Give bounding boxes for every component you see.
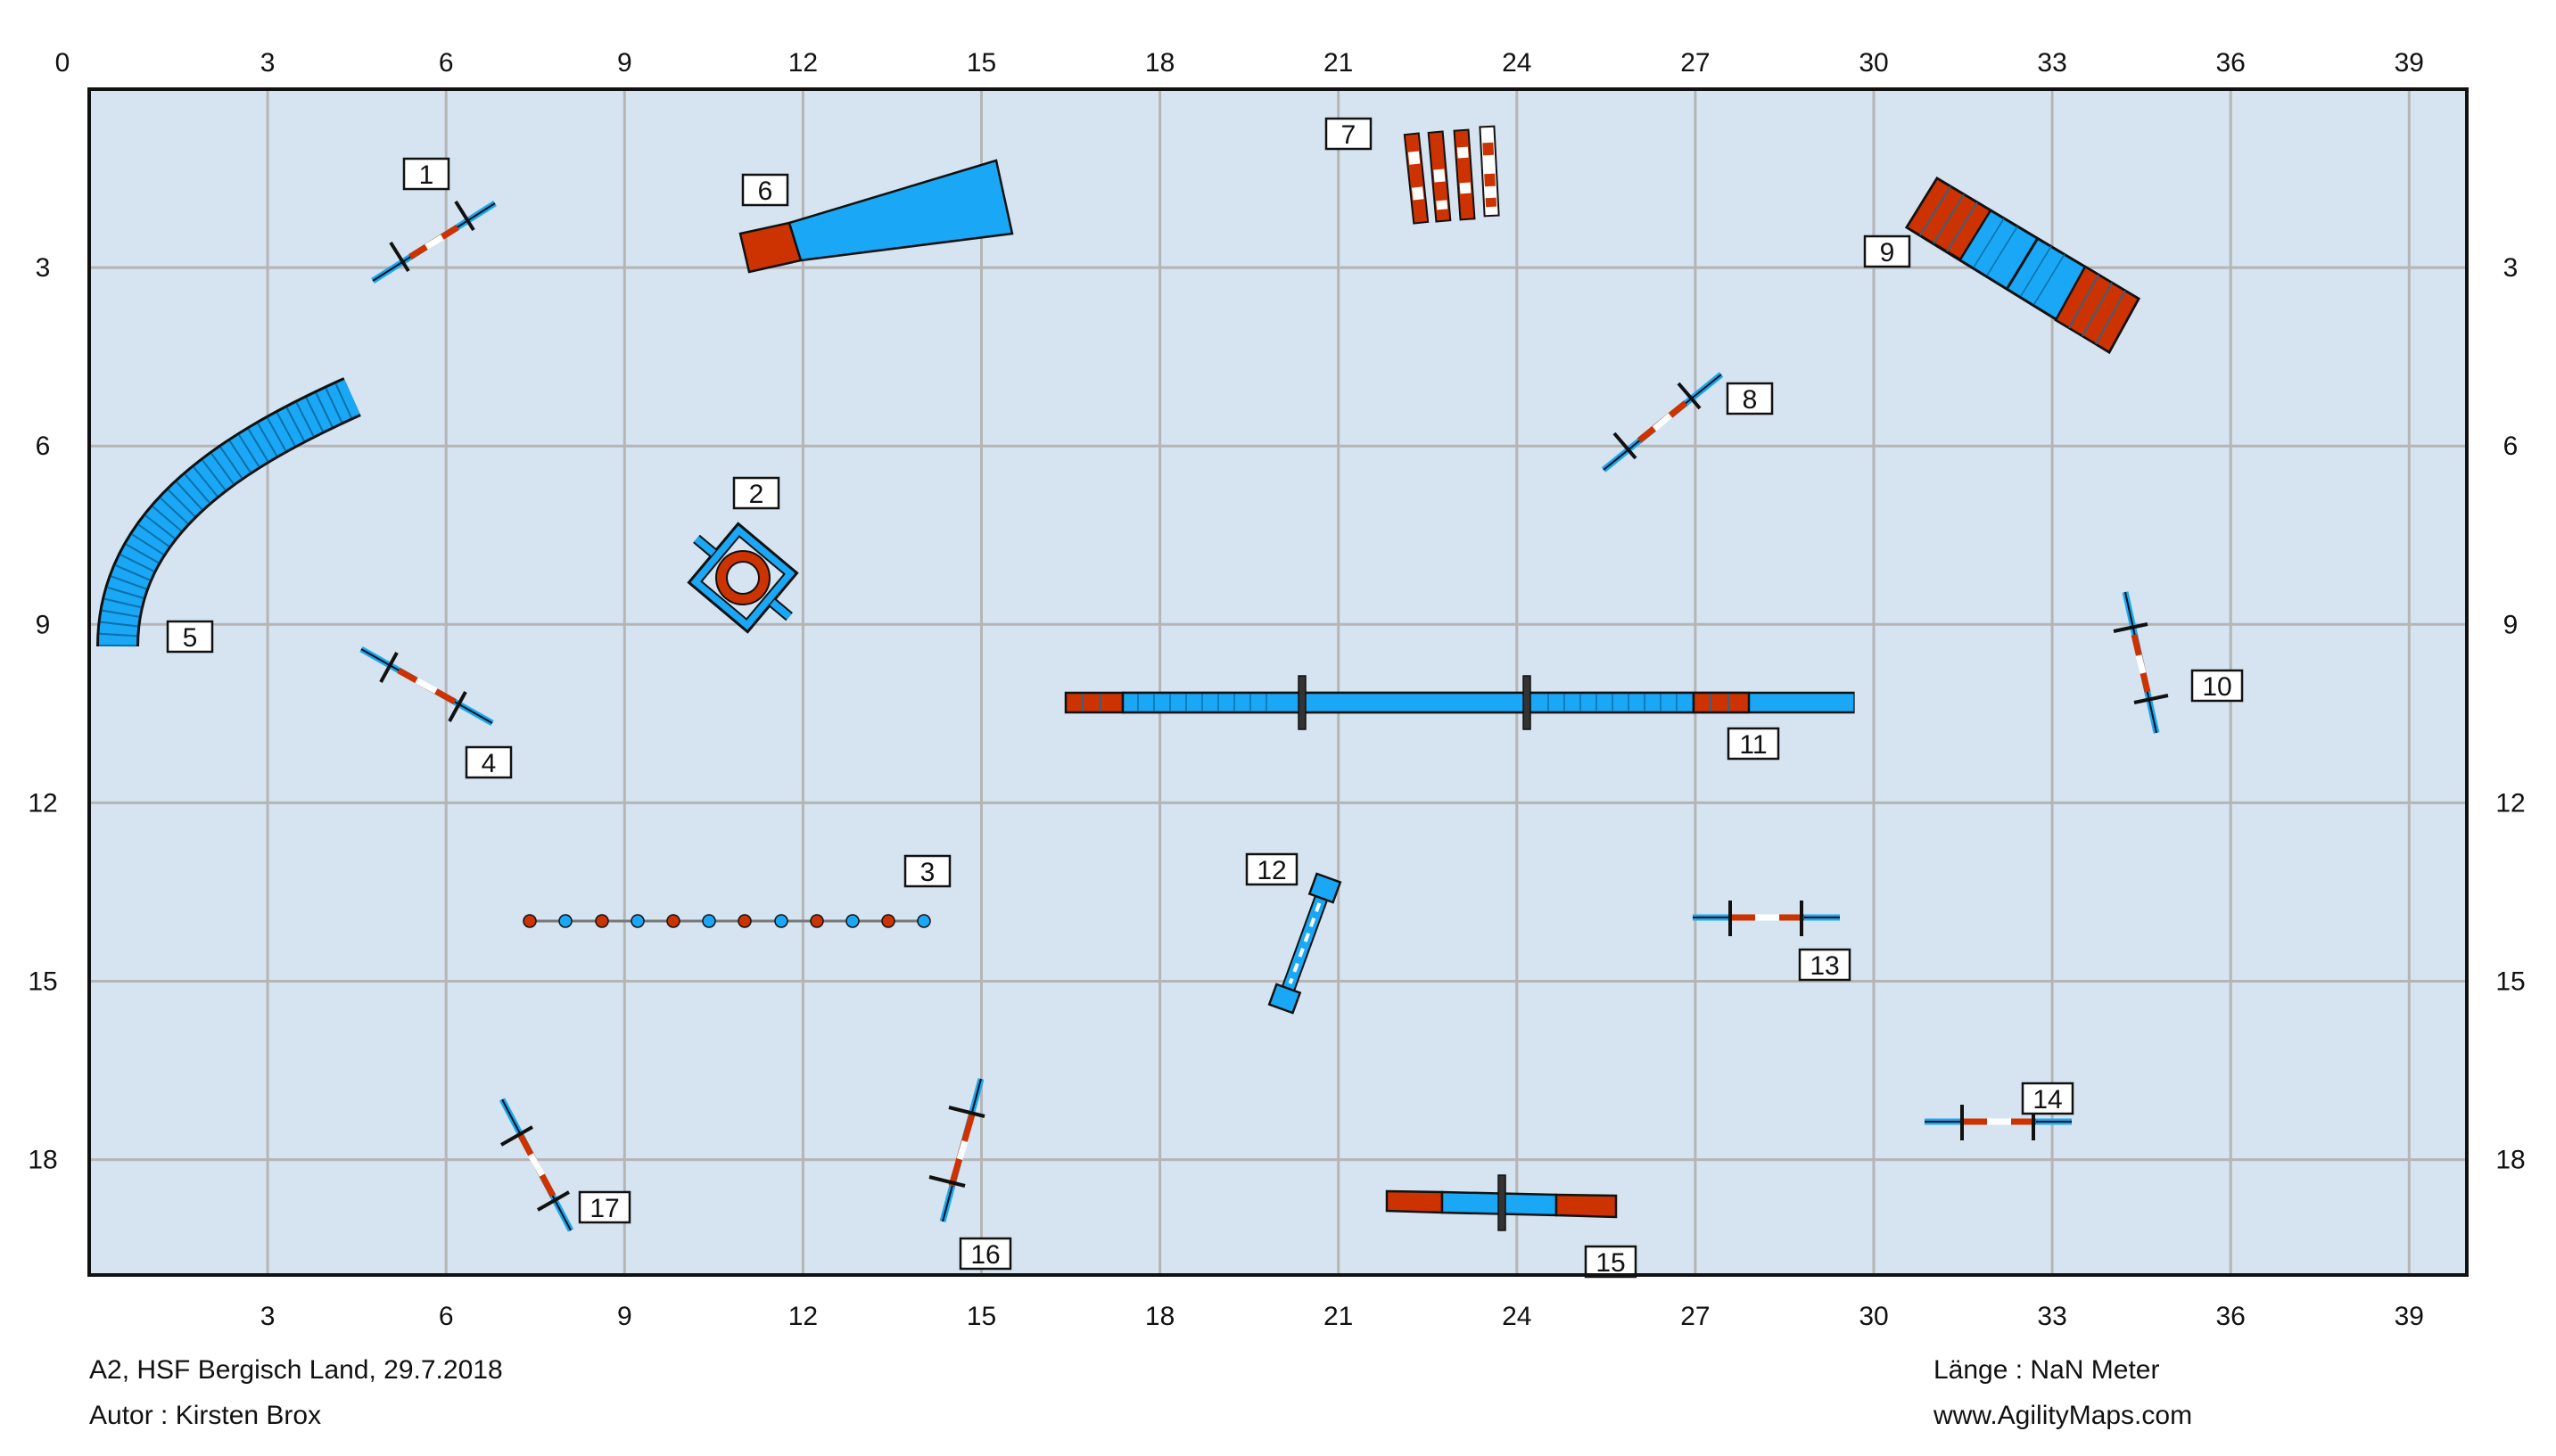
obstacle-12-label: 12: [1245, 852, 1299, 886]
top-tick-label: 39: [2395, 48, 2424, 78]
obstacle-16-jump: [928, 1078, 985, 1222]
grid-lines: [89, 89, 2467, 1275]
bottom-tick-label: 24: [1502, 1302, 1531, 1331]
obstacle-4-jump: [359, 646, 494, 727]
bottom-tick-label: 3: [260, 1302, 276, 1331]
svg-text:15: 15: [1595, 1248, 1625, 1278]
obstacle-16-label: 16: [959, 1237, 1012, 1271]
svg-text:3: 3: [920, 858, 936, 887]
top-tick-label: 30: [1859, 48, 1888, 78]
svg-text:4: 4: [482, 749, 497, 778]
top-tick-label: 27: [1680, 48, 1710, 78]
top-tick-label: 36: [2216, 48, 2246, 78]
svg-text:13: 13: [1810, 951, 1839, 981]
top-tick-label: 21: [1323, 48, 1353, 78]
left-tick-label: 6: [36, 432, 51, 461]
svg-text:9: 9: [1880, 238, 1895, 267]
obstacle-13-label: 13: [1798, 948, 1851, 982]
bottom-tick-label: 18: [1145, 1302, 1175, 1331]
right-tick-label: 12: [2495, 788, 2525, 818]
svg-text:1: 1: [419, 160, 434, 190]
obstacle-17-label: 17: [578, 1190, 631, 1224]
right-tick-label: 9: [2503, 610, 2519, 639]
website-link[interactable]: www.AgilityMaps.com: [1933, 1401, 2193, 1430]
svg-text:11: 11: [1739, 730, 1767, 760]
obstacle-2-tire: [687, 522, 799, 634]
svg-text:2: 2: [749, 480, 764, 509]
course-border: [87, 87, 2469, 1277]
course-length: Länge : NaN Meter: [1933, 1355, 2160, 1385]
top-tick-label: 0: [55, 48, 70, 78]
obstacle-3-weave-poles: [523, 914, 931, 928]
obstacle-1-label: 1: [402, 157, 450, 191]
bottom-tick-label: 36: [2216, 1302, 2246, 1331]
svg-text:10: 10: [2202, 672, 2231, 702]
left-tick-label: 3: [36, 253, 51, 283]
obstacle-15-label: 15: [1584, 1245, 1637, 1279]
bottom-tick-label: 9: [617, 1302, 632, 1331]
obstacle-10-jump: [2113, 591, 2169, 734]
top-tick-label: 9: [617, 48, 632, 78]
bottom-tick-label: 6: [439, 1302, 454, 1331]
top-tick-label: 18: [1145, 48, 1175, 78]
right-tick-label: 15: [2495, 967, 2525, 997]
obstacle-11-dog-walk: [1064, 675, 1855, 730]
right-tick-label: 3: [2503, 253, 2519, 283]
top-tick-label: 33: [2037, 48, 2066, 78]
svg-text:16: 16: [970, 1240, 1000, 1270]
obstacle-7-wall: [1403, 125, 1500, 225]
course-author: Autor : Kirsten Brox: [89, 1401, 322, 1430]
obstacle-13-jump: [1693, 901, 1840, 936]
left-tick-label: 15: [28, 967, 57, 997]
bottom-tick-label: 12: [788, 1302, 818, 1331]
obstacle-9-a-frame: [1904, 176, 2141, 355]
top-tick-label: 24: [1502, 48, 1531, 78]
axis-tick-labels: 0 3 6 9 12 15 18 21 24 27 30 33 36 393 6 9 12 15 18 21 24 27 3…: [28, 48, 2525, 1331]
obstacle-1-jump: [371, 200, 497, 284]
right-tick-label: 18: [2495, 1146, 2525, 1175]
top-tick-label: 6: [439, 48, 454, 78]
left-tick-label: 9: [36, 610, 51, 639]
obstacle-14-label: 14: [2021, 1082, 2074, 1115]
bottom-tick-label: 30: [1859, 1302, 1888, 1331]
obstacle-10-label: 10: [2190, 669, 2244, 703]
obstacle-5-label: 5: [166, 620, 214, 654]
svg-text:7: 7: [1341, 120, 1356, 150]
svg-text:17: 17: [590, 1194, 619, 1223]
svg-text:8: 8: [1743, 385, 1758, 415]
obstacle-6-label: 6: [741, 173, 789, 207]
svg-text:14: 14: [2032, 1085, 2062, 1115]
bottom-tick-label: 27: [1680, 1302, 1710, 1331]
obstacle-17-jump: [499, 1098, 574, 1232]
top-tick-label: 3: [260, 48, 276, 78]
obstacle-12-table: [1267, 872, 1342, 1015]
bottom-tick-label: 39: [2395, 1302, 2424, 1331]
course-title: A2, HSF Bergisch Land, 29.7.2018: [89, 1355, 503, 1385]
obstacle-3-label: 3: [903, 854, 952, 888]
svg-text:12: 12: [1257, 856, 1286, 885]
obstacle-number-labels: 1 2 3 4 5 6 7 8: [166, 117, 2244, 1279]
obstacle-8-label: 8: [1726, 382, 1774, 415]
svg-text:6: 6: [758, 177, 773, 206]
obstacle-9-label: 9: [1863, 234, 1911, 268]
obstacle-4-label: 4: [465, 745, 513, 779]
bottom-tick-label: 33: [2037, 1302, 2066, 1331]
obstacle-6-long-jump: [738, 159, 1014, 274]
top-tick-label: 12: [788, 48, 818, 78]
left-tick-label: 12: [28, 788, 57, 818]
left-tick-label: 18: [28, 1146, 57, 1175]
obstacle-2-label: 2: [732, 476, 780, 510]
bottom-tick-label: 21: [1323, 1302, 1353, 1331]
obstacle-15-seesaw: [1385, 1174, 1618, 1231]
right-tick-label: 6: [2503, 432, 2519, 461]
obstacle-5-tunnel: [96, 377, 361, 647]
obstacle-8-jump: [1601, 372, 1724, 473]
svg-text:5: 5: [183, 623, 198, 653]
obstacle-7-label: 7: [1324, 117, 1373, 151]
bottom-tick-label: 15: [967, 1302, 996, 1331]
top-tick-label: 15: [967, 48, 996, 78]
obstacle-11-label: 11: [1727, 727, 1780, 761]
